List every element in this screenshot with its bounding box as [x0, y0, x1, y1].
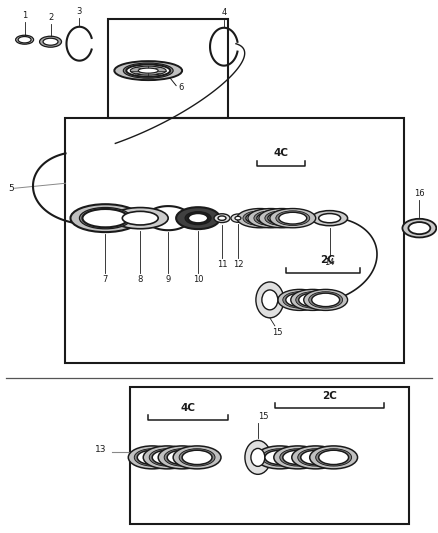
Ellipse shape: [278, 289, 321, 310]
Text: 4: 4: [221, 8, 226, 17]
Ellipse shape: [274, 446, 321, 469]
Ellipse shape: [251, 448, 265, 466]
Ellipse shape: [82, 209, 128, 228]
Bar: [130, 386, 410, 524]
Text: 9: 9: [166, 275, 171, 284]
Ellipse shape: [301, 450, 331, 465]
Ellipse shape: [276, 211, 310, 225]
Ellipse shape: [254, 211, 288, 225]
Ellipse shape: [248, 208, 294, 228]
Text: 3: 3: [77, 7, 82, 16]
Ellipse shape: [128, 446, 176, 469]
Text: 12: 12: [233, 260, 243, 269]
Ellipse shape: [296, 292, 330, 308]
Ellipse shape: [114, 61, 182, 80]
Ellipse shape: [134, 449, 170, 466]
Text: 14: 14: [325, 258, 335, 267]
Ellipse shape: [403, 219, 436, 237]
Text: 7: 7: [102, 275, 108, 284]
Ellipse shape: [43, 38, 58, 45]
Ellipse shape: [137, 450, 167, 465]
Ellipse shape: [182, 450, 212, 465]
Ellipse shape: [268, 212, 296, 224]
Ellipse shape: [316, 449, 352, 466]
Bar: [66, 118, 404, 362]
Ellipse shape: [279, 212, 307, 224]
Ellipse shape: [292, 446, 339, 469]
Ellipse shape: [243, 211, 277, 225]
Ellipse shape: [130, 66, 166, 75]
Ellipse shape: [39, 36, 61, 47]
Ellipse shape: [214, 214, 230, 223]
Ellipse shape: [310, 446, 357, 469]
Ellipse shape: [286, 293, 314, 306]
Ellipse shape: [283, 450, 313, 465]
Ellipse shape: [291, 289, 335, 310]
Text: 2C: 2C: [320, 255, 335, 265]
Text: 2: 2: [48, 13, 53, 22]
Text: 16: 16: [414, 189, 425, 198]
Ellipse shape: [235, 216, 241, 220]
Ellipse shape: [126, 64, 170, 77]
Ellipse shape: [262, 449, 298, 466]
Text: 6: 6: [178, 83, 184, 92]
Text: 15: 15: [258, 411, 268, 421]
Ellipse shape: [188, 213, 208, 223]
Ellipse shape: [179, 449, 215, 466]
Bar: [108, 19, 228, 118]
Ellipse shape: [218, 216, 226, 220]
Ellipse shape: [246, 212, 274, 224]
Ellipse shape: [256, 446, 304, 469]
Ellipse shape: [283, 292, 317, 308]
Ellipse shape: [152, 450, 182, 465]
Ellipse shape: [319, 450, 349, 465]
Ellipse shape: [164, 449, 200, 466]
Ellipse shape: [18, 37, 31, 43]
Ellipse shape: [231, 214, 245, 222]
Text: 4C: 4C: [180, 402, 196, 413]
Text: 4C: 4C: [273, 148, 288, 158]
Ellipse shape: [312, 211, 348, 225]
Ellipse shape: [259, 208, 305, 228]
Ellipse shape: [138, 68, 158, 73]
Ellipse shape: [270, 208, 316, 228]
Ellipse shape: [79, 207, 131, 229]
Text: 15: 15: [272, 328, 283, 337]
Ellipse shape: [185, 212, 211, 224]
Text: 10: 10: [193, 275, 203, 284]
Ellipse shape: [312, 293, 339, 306]
Ellipse shape: [304, 289, 348, 310]
Ellipse shape: [298, 449, 334, 466]
Ellipse shape: [143, 446, 191, 469]
Text: 1: 1: [22, 11, 27, 20]
Ellipse shape: [237, 208, 283, 228]
Ellipse shape: [122, 212, 158, 225]
Text: 13: 13: [95, 446, 106, 455]
Ellipse shape: [265, 211, 299, 225]
Ellipse shape: [149, 449, 185, 466]
Ellipse shape: [262, 290, 278, 310]
Text: 8: 8: [138, 275, 143, 284]
Ellipse shape: [124, 63, 173, 78]
Ellipse shape: [71, 204, 140, 232]
Ellipse shape: [309, 292, 343, 308]
Ellipse shape: [167, 450, 197, 465]
Ellipse shape: [299, 293, 327, 306]
Ellipse shape: [319, 214, 341, 223]
Text: 11: 11: [217, 260, 227, 269]
Ellipse shape: [280, 449, 316, 466]
Ellipse shape: [265, 450, 295, 465]
Ellipse shape: [408, 222, 430, 234]
Ellipse shape: [173, 446, 221, 469]
Text: 2C: 2C: [322, 391, 337, 401]
Ellipse shape: [112, 207, 168, 229]
Ellipse shape: [158, 446, 206, 469]
Ellipse shape: [256, 282, 284, 318]
Ellipse shape: [245, 440, 271, 474]
Ellipse shape: [176, 207, 220, 229]
Text: 5: 5: [9, 184, 14, 193]
Ellipse shape: [16, 35, 34, 44]
Ellipse shape: [257, 212, 285, 224]
